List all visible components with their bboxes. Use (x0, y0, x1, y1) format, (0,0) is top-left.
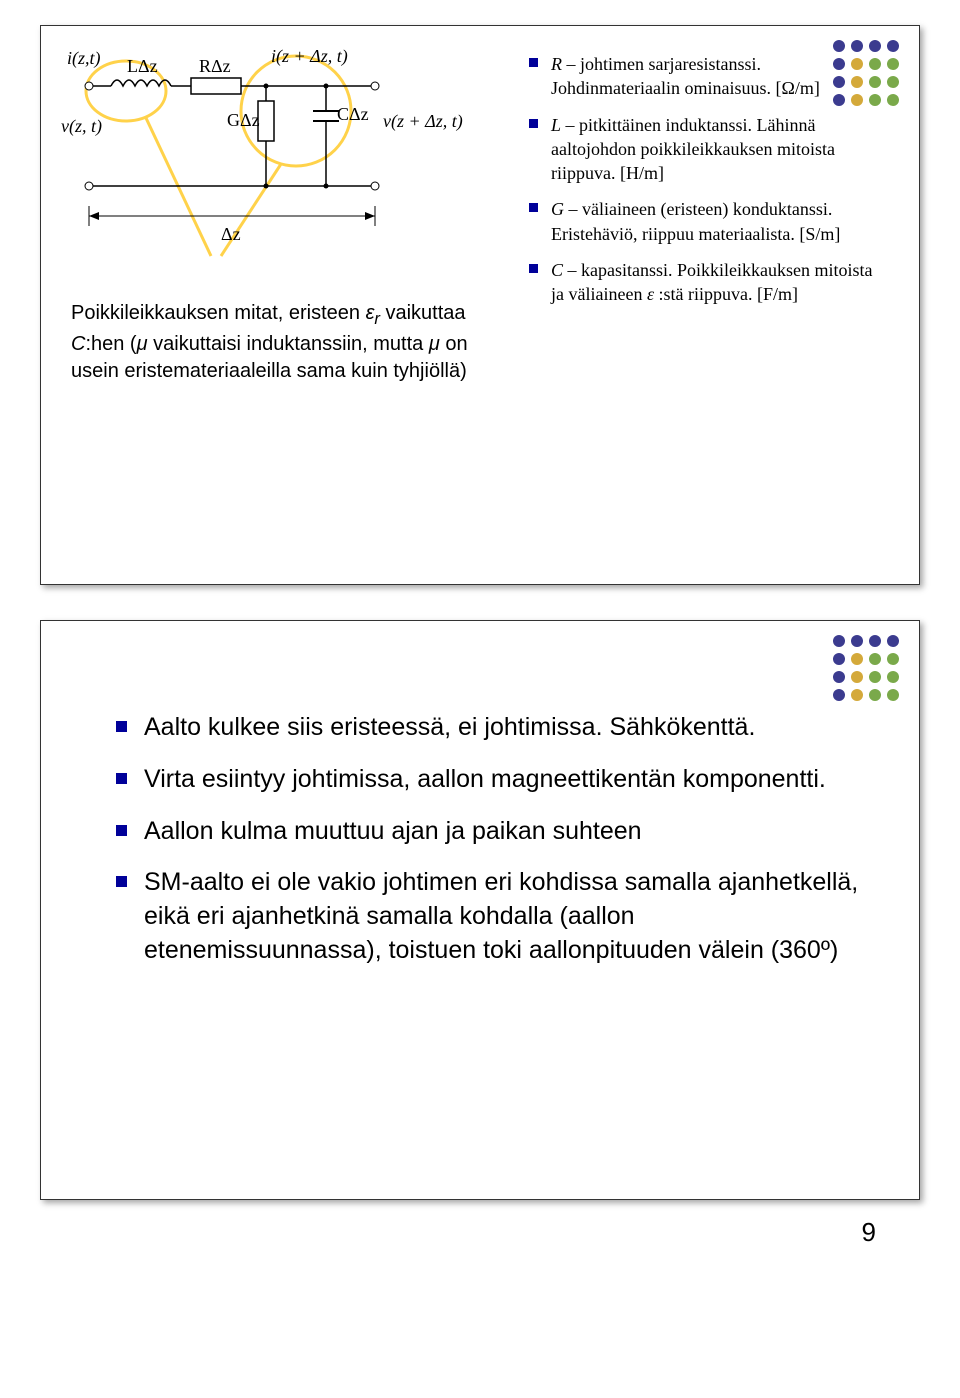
dot (851, 689, 863, 701)
dot (833, 653, 845, 665)
label-i-left: i(z,t) (67, 48, 101, 69)
dot (887, 635, 899, 647)
dot (887, 40, 899, 52)
circuit-diagram: i(z,t) i(z + Δz, t) v(z, t) v(z + Δz, t)… (71, 46, 491, 286)
label-v-right: v(z + Δz, t) (383, 111, 463, 132)
label-i-right: i(z + Δz, t) (271, 46, 348, 67)
left-column: i(z,t) i(z + Δz, t) v(z, t) v(z + Δz, t)… (71, 46, 501, 385)
param-item: C – kapasitanssi. Poikkileikkauksen mito… (529, 258, 889, 307)
list-item: Virta esiintyy johtimissa, aallon magnee… (116, 763, 859, 797)
list-item: SM-aalto ei ole vakio johtimen eri kohdi… (116, 866, 859, 967)
label-R: RΔz (199, 56, 231, 77)
slide2-body: Aalto kulkee siis eristeessä, ei johtimi… (41, 621, 919, 1026)
circuit-caption: Poikkileikkauksen mitat, eristeen εr vai… (71, 300, 501, 385)
dot (833, 40, 845, 52)
right-column: R – johtimen sarjaresistanssi. Johdinmat… (529, 46, 889, 385)
dot (833, 689, 845, 701)
dot (833, 635, 845, 647)
list-item: Aallon kulma muuttuu ajan ja paikan suht… (116, 815, 859, 849)
param-item: L – pitkittäinen induktanssi. Lähinnä aa… (529, 113, 889, 186)
dot (869, 671, 881, 683)
param-list: R – johtimen sarjaresistanssi. Johdinmat… (529, 52, 889, 307)
param-item: R – johtimen sarjaresistanssi. Johdinmat… (529, 52, 889, 101)
dot (869, 635, 881, 647)
label-v-left: v(z, t) (61, 116, 102, 137)
page-number: 9 (862, 1217, 876, 1248)
dot (833, 671, 845, 683)
label-G: GΔz (227, 110, 260, 131)
dot (851, 671, 863, 683)
dot (851, 635, 863, 647)
label-L: LΔz (127, 56, 158, 77)
dot (869, 40, 881, 52)
param-item: G – väliaineen (eristeen) konduktanssi. … (529, 197, 889, 246)
label-C: CΔz (337, 104, 369, 125)
dot (851, 40, 863, 52)
list-item: Aalto kulkee siis eristeessä, ei johtimi… (116, 711, 859, 745)
circuit-svg (71, 46, 491, 286)
dot (851, 653, 863, 665)
slide1-body: i(z,t) i(z + Δz, t) v(z, t) v(z + Δz, t)… (41, 26, 919, 415)
dot (869, 653, 881, 665)
slide-1: i(z,t) i(z + Δz, t) v(z, t) v(z + Δz, t)… (40, 25, 920, 585)
dot (887, 689, 899, 701)
bullet-list: Aalto kulkee siis eristeessä, ei johtimi… (116, 711, 859, 968)
dot (887, 671, 899, 683)
slide-2: Aalto kulkee siis eristeessä, ei johtimi… (40, 620, 920, 1200)
label-dz: Δz (221, 224, 241, 245)
dot (887, 653, 899, 665)
dot-grid (833, 635, 899, 701)
dot (869, 689, 881, 701)
